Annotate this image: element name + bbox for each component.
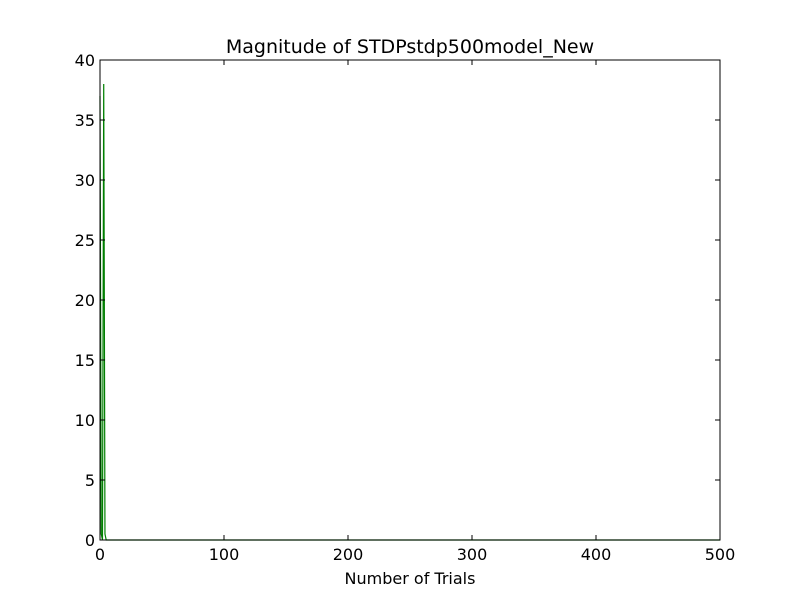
series-line-0 [99,83,720,541]
x-tick-label: 0 [95,545,105,564]
x-axis-label: Number of Trials [345,569,476,588]
x-tick-label: 100 [209,545,240,564]
y-tick-label: 20 [75,291,95,310]
y-tick-label: 30 [75,171,95,190]
x-axis: 0 100 200 300 400 500 [95,60,735,564]
y-axis: 0 5 10 15 20 25 30 35 40 [75,51,720,550]
x-tick-label: 300 [457,545,488,564]
plot-area [99,83,720,541]
y-tick-label: 15 [75,351,95,370]
x-tick-label: 400 [581,545,612,564]
y-tick-label: 40 [75,51,95,70]
plot-frame [99,59,721,541]
chart-title: Magnitude of STDPstdp500model_New [226,36,594,58]
x-tick-label: 500 [705,545,736,564]
y-tick-label: 5 [85,471,95,490]
y-tick-label: 35 [75,111,95,130]
y-tick-label: 25 [75,231,95,250]
y-tick-label: 10 [75,411,95,430]
y-tick-label: 0 [85,531,95,550]
x-tick-label: 200 [333,545,364,564]
